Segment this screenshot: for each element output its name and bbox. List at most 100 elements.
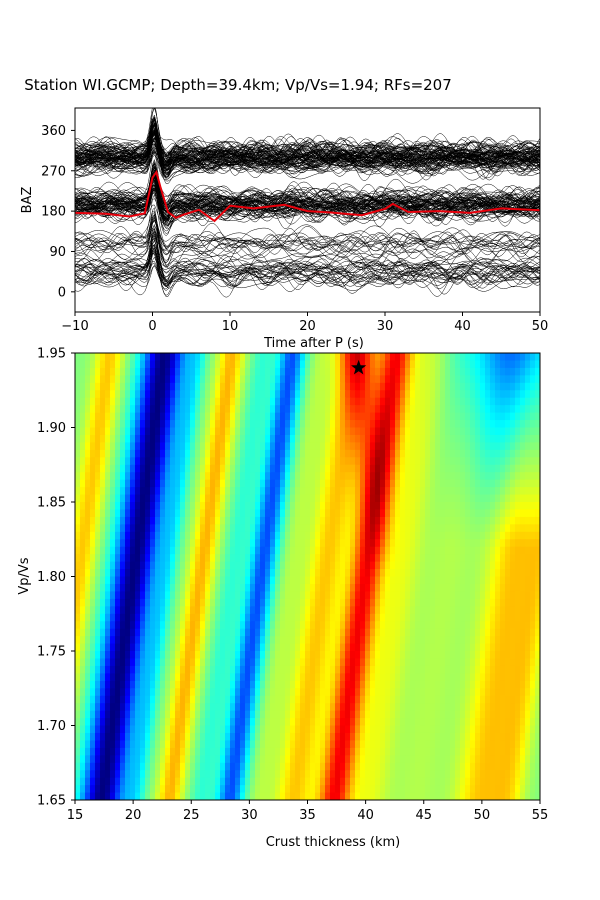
heatmap-cell: [370, 502, 376, 511]
heatmap-cell: [405, 606, 411, 615]
heatmap-cell: [195, 606, 201, 615]
heatmap-cell: [345, 673, 351, 682]
heatmap-cell: [185, 695, 191, 704]
heatmap-cell: [250, 449, 256, 458]
heatmap-cell: [210, 598, 216, 607]
heatmap-cell: [210, 531, 216, 540]
heatmap-cell: [315, 658, 321, 667]
heatmap-cell: [255, 680, 261, 689]
heatmap-cell: [535, 554, 540, 563]
heatmap-cell: [95, 472, 101, 481]
heatmap-cell: [175, 688, 181, 697]
heatmap-cell: [205, 643, 211, 652]
heatmap-cell: [515, 516, 521, 525]
heatmap-cell: [120, 367, 126, 376]
heatmap-cell: [225, 457, 231, 466]
heatmap-cell: [190, 695, 196, 704]
heatmap-cell: [530, 598, 536, 607]
heatmap-cell: [450, 442, 456, 451]
heatmap-cell: [295, 628, 301, 637]
heatmap-cell: [435, 673, 441, 682]
heatmap-cell: [170, 651, 176, 660]
heatmap-cell: [295, 375, 301, 384]
heatmap-cell: [105, 405, 111, 414]
heatmap-cell: [390, 658, 396, 667]
heatmap-cell: [175, 382, 181, 391]
heatmap-cell: [360, 583, 366, 592]
heatmap-cell: [440, 397, 446, 406]
heatmap-cell: [190, 390, 196, 399]
heatmap-cell: [410, 509, 416, 518]
heatmap-cell: [535, 725, 540, 734]
heatmap-cell: [410, 561, 416, 570]
heatmap-cell: [210, 688, 216, 697]
heatmap-cell: [365, 688, 371, 697]
heatmap-cell: [150, 427, 156, 436]
heatmap-cell: [335, 591, 341, 600]
heatmap-cell: [470, 636, 476, 645]
heatmap-cell: [175, 472, 181, 481]
heatmap-cell: [510, 524, 516, 533]
heatmap-cell: [440, 420, 446, 429]
heatmap-cell: [525, 524, 531, 533]
heatmap-cell: [305, 643, 311, 652]
heatmap-cell: [480, 643, 486, 652]
heatmap-cell: [480, 710, 486, 719]
heatmap-cell: [340, 569, 346, 578]
heatmap-cell: [405, 382, 411, 391]
heatmap-cell: [300, 353, 306, 362]
heatmap-cell: [430, 651, 436, 660]
heatmap-cell: [340, 516, 346, 525]
heatmap-cell: [340, 390, 346, 399]
heatmap-cell: [440, 442, 446, 451]
heatmap-cell: [80, 598, 86, 607]
heatmap-cell: [520, 539, 526, 548]
heatmap-cell: [385, 613, 391, 622]
heatmap-cell: [280, 405, 286, 414]
heatmap-cell: [95, 464, 101, 473]
heatmap-cell: [245, 680, 251, 689]
heatmap-cell: [370, 695, 376, 704]
heatmap-cell: [165, 628, 171, 637]
heatmap-cell: [190, 397, 196, 406]
heatmap-cell: [325, 643, 331, 652]
heatmap-cell: [375, 680, 381, 689]
heatmap-cell: [420, 531, 426, 540]
heatmap-cell: [245, 725, 251, 734]
heatmap-cell: [345, 420, 351, 429]
heatmap-cell: [270, 621, 276, 630]
heatmap-cell: [300, 703, 306, 712]
heatmap-cell: [420, 628, 426, 637]
heatmap-cell: [480, 434, 486, 443]
heatmap-cell: [490, 561, 496, 570]
heatmap-cell: [535, 353, 540, 362]
heatmap-cell: [195, 494, 201, 503]
heatmap-cell: [185, 412, 191, 421]
heatmap-cell: [275, 502, 281, 511]
heatmap-cell: [115, 487, 121, 496]
heatmap-cell: [415, 420, 421, 429]
heatmap-cell: [385, 561, 391, 570]
heatmap-cell: [230, 502, 236, 511]
heatmap-cell: [125, 524, 131, 533]
heatmap-cell: [150, 546, 156, 555]
heatmap-cell: [430, 613, 436, 622]
heatmap-cell: [240, 606, 246, 615]
heatmap-cell: [100, 509, 106, 518]
heatmap-cell: [205, 651, 211, 660]
heatmap-cell: [75, 569, 81, 578]
heatmap-cell: [470, 703, 476, 712]
heatmap-cell: [380, 427, 386, 436]
heatmap-cell: [330, 636, 336, 645]
heatmap-cell: [535, 509, 540, 518]
heatmap-cell: [430, 606, 436, 615]
heatmap-cell: [150, 472, 156, 481]
heatmap-cell: [260, 434, 266, 443]
heatmap-cell: [195, 382, 201, 391]
heatmap-cell: [180, 397, 186, 406]
heatmap-cell: [200, 427, 206, 436]
heatmap-cell: [415, 509, 421, 518]
heatmap-cell: [265, 569, 271, 578]
heatmap-cell: [80, 576, 86, 585]
heatmap-cell: [505, 710, 511, 719]
